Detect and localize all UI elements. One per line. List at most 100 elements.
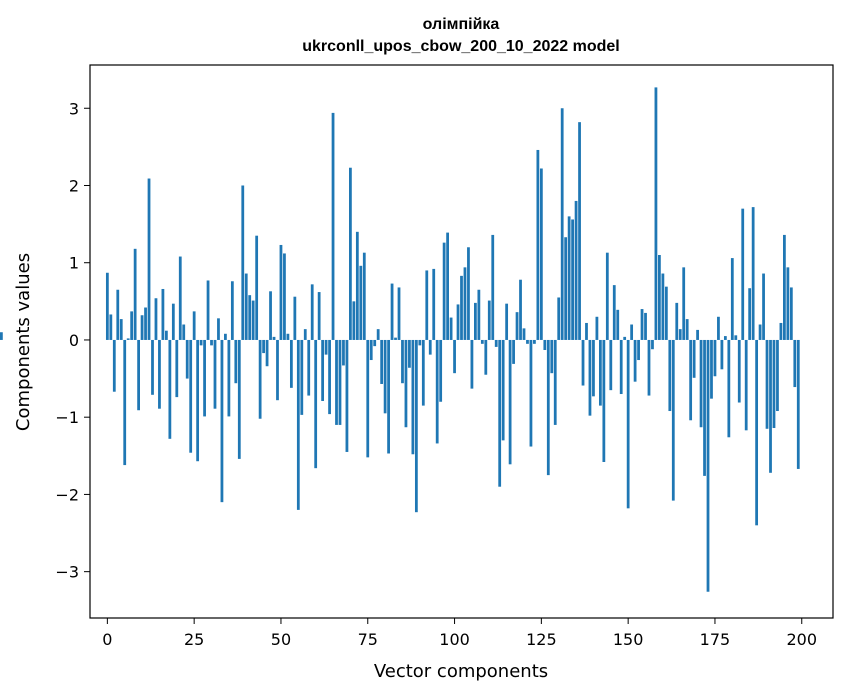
bar [432, 268, 436, 340]
bar [359, 265, 363, 340]
bar [616, 309, 620, 340]
bar [164, 330, 168, 340]
bar [637, 339, 640, 361]
bar [171, 303, 175, 340]
bar [439, 339, 443, 402]
bar [411, 339, 415, 455]
bar [387, 339, 390, 454]
bar [571, 219, 574, 340]
bar [175, 339, 179, 398]
bar [362, 252, 366, 340]
bar [227, 339, 231, 417]
bar [237, 339, 241, 459]
bar [494, 339, 498, 347]
bar [269, 291, 272, 340]
bar [182, 324, 186, 340]
bar [762, 273, 765, 340]
bar [338, 339, 342, 425]
bar [668, 339, 672, 412]
bar [578, 122, 581, 340]
bar [776, 339, 779, 412]
bar [595, 316, 599, 340]
bar [255, 235, 259, 340]
bar [283, 253, 286, 340]
bar [296, 339, 300, 510]
chart-title: олімпійка [423, 16, 500, 33]
bar [605, 252, 609, 340]
bar [425, 270, 429, 340]
bar [397, 287, 401, 340]
bar [220, 339, 224, 503]
bar [279, 244, 283, 340]
bar [272, 336, 276, 340]
bar [369, 339, 373, 361]
y-tick-label: −3 [55, 563, 79, 582]
bar [189, 339, 193, 453]
chart-subtitle: ukrconll_upos_cbow_200_10_2022 model [302, 38, 619, 55]
x-tick-label: 150 [613, 630, 644, 649]
bar [421, 339, 425, 406]
bar [609, 339, 613, 391]
bar [258, 339, 262, 419]
bar [720, 339, 724, 370]
bar [772, 339, 776, 429]
bar [536, 149, 540, 340]
bar [581, 339, 585, 386]
bar [699, 339, 703, 428]
bar [248, 295, 252, 340]
bar [727, 339, 731, 438]
bar [602, 339, 606, 462]
bar [130, 311, 134, 340]
bar [661, 273, 665, 340]
y-tick-label: 0 [69, 331, 79, 350]
bar [741, 208, 745, 340]
bar [769, 339, 772, 473]
bar [779, 322, 783, 340]
bar [512, 339, 515, 364]
plot-frame [89, 64, 834, 619]
bar [383, 339, 387, 414]
bar [210, 339, 213, 346]
bar [689, 339, 693, 421]
bar [133, 248, 137, 340]
bar [418, 339, 422, 346]
bar [713, 339, 717, 377]
bar [307, 339, 311, 396]
bar [567, 216, 571, 340]
bar [460, 275, 463, 340]
bar [265, 339, 269, 367]
bar [178, 256, 182, 340]
x-tick-label: 200 [786, 630, 817, 649]
bar [675, 302, 679, 340]
x-axis-label: Vector components [374, 661, 548, 682]
bar [168, 339, 172, 439]
bar [491, 234, 495, 340]
bar [654, 87, 658, 340]
bar [324, 339, 328, 355]
bar [199, 339, 203, 346]
x-tick-label: 75 [358, 630, 378, 649]
bar [335, 339, 338, 425]
bar [463, 267, 467, 340]
bar [748, 288, 752, 340]
bar [276, 339, 279, 401]
bar [251, 300, 255, 340]
bar [546, 339, 550, 476]
bar [682, 267, 686, 340]
x-axis: 0 25 50 75 100 125 150 175 200 [102, 618, 817, 649]
bar [751, 207, 755, 340]
bar [185, 339, 189, 379]
bar [119, 319, 123, 340]
bar [550, 339, 554, 374]
bar [598, 339, 602, 406]
bar [456, 304, 460, 340]
x-tick-label: 50 [271, 630, 291, 649]
bar [647, 339, 651, 396]
bar [213, 339, 217, 409]
bar [140, 315, 144, 340]
bar [553, 339, 557, 425]
y-tick-label: 2 [69, 176, 79, 195]
bar [467, 247, 470, 340]
y-axis-label: Components values [13, 253, 34, 431]
bar [744, 339, 748, 431]
